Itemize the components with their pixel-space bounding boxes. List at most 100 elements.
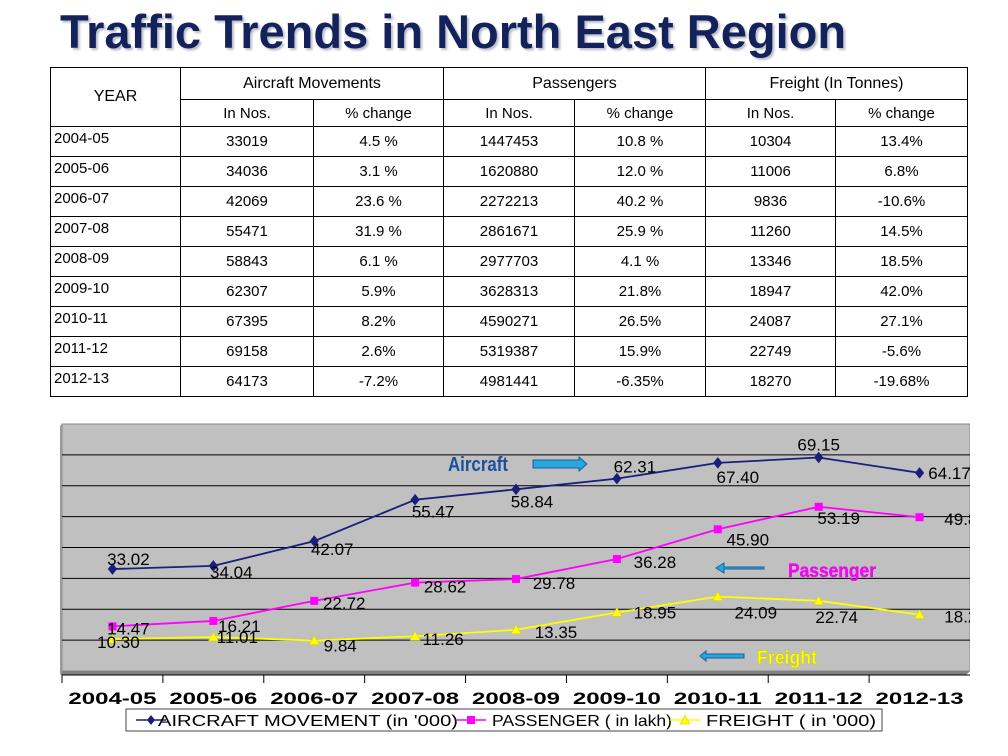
value-cell: 5.9% [313, 276, 444, 307]
data-label: 28.62 [424, 578, 467, 597]
data-label: 36.28 [634, 553, 677, 572]
legend-box [125, 708, 883, 732]
data-label: 18.27 [944, 608, 970, 627]
data-label: 69.15 [797, 435, 840, 454]
freight-point [409, 630, 421, 641]
value-cell: 18270 [705, 366, 836, 397]
year-cell: 2012-13 [50, 366, 181, 397]
plot-floor [60, 671, 970, 675]
data-label: 24.09 [735, 604, 778, 623]
data-label: 10.30 [97, 633, 140, 652]
value-cell: 14.5% [835, 216, 968, 247]
passenger-point [411, 578, 420, 587]
aircraft-point [208, 560, 218, 572]
value-cell: 13.4% [835, 126, 968, 157]
value-cell: 1447453 [443, 126, 575, 157]
passenger-point [310, 596, 319, 605]
year-header: YEAR [50, 67, 181, 127]
x-tick-label: 2007-08 [371, 689, 459, 708]
value-cell: 10304 [705, 126, 836, 157]
value-cell: 2861671 [443, 216, 575, 247]
aircraft-point [713, 457, 723, 469]
data-label: 67.40 [717, 468, 760, 487]
legend-label: AIRCRAFT MOVEMENT (in '000) [158, 713, 458, 730]
data-label: 53.19 [817, 509, 860, 528]
aircraft-point [612, 472, 622, 485]
value-cell: 10.8 % [574, 126, 706, 157]
freight-arrow-icon [699, 649, 745, 663]
plot-layer: 2004-05 2005-06 2006-07 2007-08 2008-09 2009-… [60, 423, 987, 708]
data-label: 64.17 [928, 464, 970, 483]
freight-point [510, 624, 522, 635]
passenger-point [915, 513, 924, 522]
value-cell: -5.6% [835, 336, 968, 367]
value-cell: 42069 [180, 186, 314, 217]
data-label: 42.07 [311, 540, 354, 559]
passenger-point [814, 502, 823, 511]
value-cell: 33019 [180, 126, 314, 157]
aircraft-annotation: Aircraft [448, 454, 508, 476]
value-cell: 12.0 % [574, 156, 706, 187]
value-cell: 15.9% [574, 336, 706, 367]
value-cell: 18.5% [835, 246, 968, 277]
legend-freight-marker [679, 714, 691, 725]
value-cell: 22749 [705, 336, 836, 367]
x-tick-label: 2004-05 [68, 689, 156, 708]
value-cell: 1620880 [443, 156, 575, 187]
table-row: 2005-06 34036 3.1 % 1620880 12.0 % 11006 6.8% [50, 156, 968, 187]
value-cell: -19.68% [835, 366, 968, 397]
value-cell: 42.0% [835, 276, 968, 307]
value-cell: 31.9 % [313, 216, 444, 247]
traffic-chart: 2004-05 2005-06 2006-07 2007-08 2008-09 2009-… [60, 421, 987, 737]
aircraft-point [107, 563, 118, 575]
data-label: 16.21 [218, 617, 261, 636]
value-cell: 4981441 [443, 366, 575, 397]
data-label: 49.81 [944, 510, 970, 529]
table-row: 2007-08 55471 31.9 % 2861671 25.9 % 11260 14.5… [50, 216, 968, 247]
table-row: 2006-07 42069 23.6 % 2272213 40.2 % 9836 -10.6… [50, 186, 968, 217]
freight-point [207, 631, 219, 642]
value-cell: 62307 [180, 276, 314, 307]
freight-point [813, 595, 825, 606]
data-label: 45.90 [727, 530, 770, 549]
value-cell: 13346 [705, 246, 836, 277]
value-cell: 9836 [705, 186, 836, 217]
value-cell: 2272213 [443, 186, 575, 217]
table-row: 2011-12 69158 2.6% 5319387 15.9% 22749 -5.6% [50, 336, 968, 367]
value-cell: 67395 [180, 306, 314, 337]
freight-annotation: Freight [757, 648, 818, 669]
year-cell: 2010-11 [50, 306, 181, 337]
passenger-point [713, 525, 722, 534]
value-cell: 69158 [180, 336, 314, 367]
value-cell: 8.2% [313, 306, 444, 337]
value-cell: 23.6 % [313, 186, 444, 217]
passenger-point [612, 554, 621, 563]
table-row: 2009-10 62307 5.9% 3628313 21.8% 18947 42.0% [50, 276, 968, 307]
x-tick-label: 2009-10 [573, 689, 661, 708]
legend-passenger-marker [467, 716, 475, 724]
table-row: 2004-05 33019 4.5 % 1447453 10.8 % 10304 13.4% [50, 126, 968, 157]
table-row: 2012-13 64173 -7.2% 4981441 -6.35% 18270 -19.6… [50, 366, 968, 397]
year-cell: 2011-12 [50, 336, 181, 367]
value-cell: 24087 [705, 306, 836, 337]
passenger-point [512, 575, 520, 584]
aircraft-point [309, 535, 319, 547]
value-cell: 6.1 % [313, 246, 444, 277]
aircraft-point [511, 483, 521, 496]
data-label: 11.26 [422, 630, 463, 649]
value-cell: 4.1 % [574, 246, 706, 277]
aircraft-point [814, 451, 824, 464]
value-cell: -10.6% [835, 186, 968, 217]
data-label: 13.35 [535, 623, 578, 642]
freight-point [914, 609, 925, 619]
subheader: In Nos. [443, 99, 575, 127]
aircraft-arrow-icon [532, 455, 588, 473]
value-cell: 26.5% [574, 306, 706, 337]
value-cell: 11006 [705, 156, 836, 187]
year-cell: 2006-07 [50, 186, 181, 217]
value-cell: 55471 [180, 216, 314, 247]
x-tick-label: 2008-09 [472, 689, 560, 708]
x-tick-label: 2005-06 [169, 689, 257, 708]
value-cell: 18947 [705, 276, 836, 307]
data-label: 58.84 [511, 492, 554, 511]
